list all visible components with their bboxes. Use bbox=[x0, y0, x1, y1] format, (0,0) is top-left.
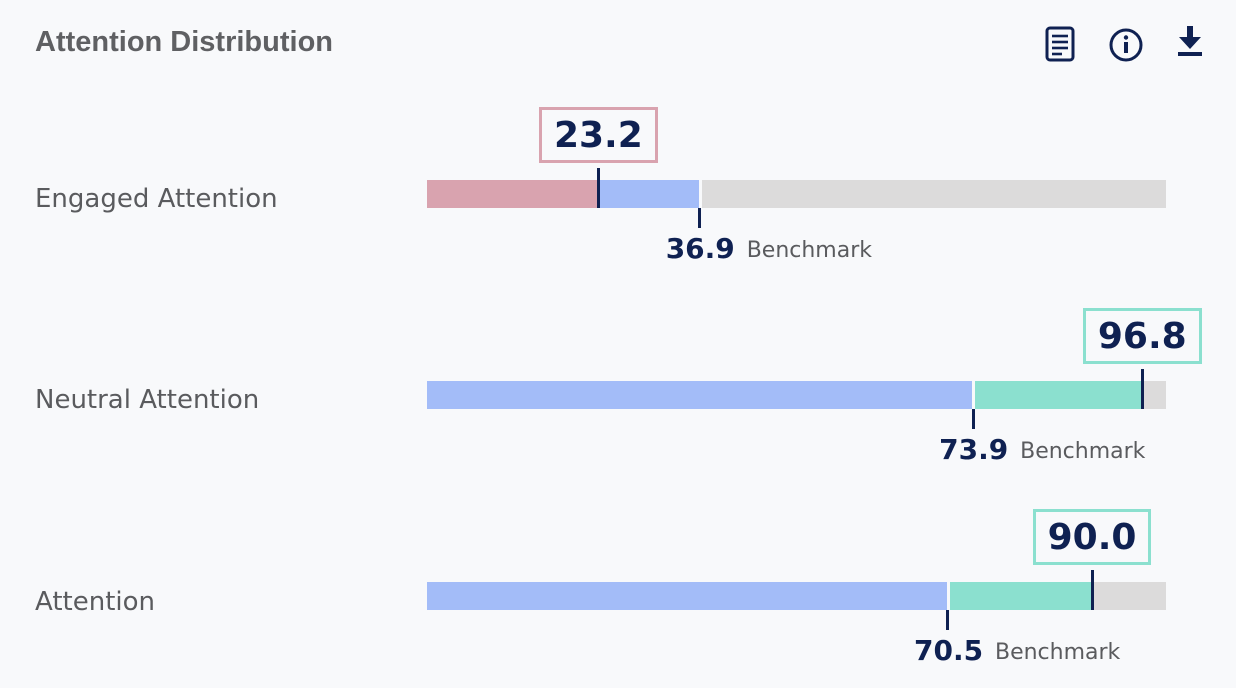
benchmark-marker bbox=[946, 610, 950, 630]
above-benchmark-bar bbox=[973, 381, 1143, 409]
score-marker bbox=[1140, 369, 1144, 409]
segment-divider bbox=[698, 180, 702, 208]
benchmark-bar bbox=[427, 582, 948, 610]
row-label: Neutral Attention bbox=[35, 385, 260, 415]
above-benchmark-bar bbox=[947, 582, 1093, 610]
score-bar bbox=[427, 180, 599, 208]
bar-track bbox=[427, 381, 1166, 409]
benchmark-value: 73.9 bbox=[939, 433, 1009, 466]
benchmark-marker bbox=[698, 208, 702, 228]
benchmark-label: Benchmark bbox=[1020, 439, 1146, 464]
segment-divider bbox=[946, 582, 950, 610]
chart-toolbar bbox=[1040, 24, 1220, 64]
info-icon[interactable] bbox=[1106, 24, 1146, 64]
benchmark-value: 70.5 bbox=[913, 634, 984, 667]
benchmark-label: Benchmark bbox=[746, 238, 872, 263]
benchmark-bar bbox=[427, 381, 974, 409]
chart-title: Attention Distribution bbox=[35, 26, 334, 58]
score-label: 90.0 bbox=[1032, 509, 1152, 565]
score-marker bbox=[596, 168, 600, 208]
score-marker bbox=[1090, 570, 1094, 610]
benchmark-label: Benchmark bbox=[994, 640, 1121, 665]
benchmark-value: 36.9 bbox=[665, 232, 735, 265]
row-label: Engaged Attention bbox=[35, 184, 278, 214]
bar-track bbox=[427, 582, 1166, 610]
benchmark-marker bbox=[971, 409, 975, 429]
segment-divider bbox=[972, 381, 976, 409]
document-icon[interactable] bbox=[1040, 24, 1080, 64]
score-label: 96.8 bbox=[1082, 308, 1202, 364]
score-label: 23.2 bbox=[538, 107, 658, 163]
bar-track bbox=[427, 180, 1166, 208]
download-icon[interactable] bbox=[1170, 24, 1210, 64]
benchmark-gap-bar bbox=[598, 180, 700, 208]
row-label: Attention bbox=[35, 587, 155, 617]
